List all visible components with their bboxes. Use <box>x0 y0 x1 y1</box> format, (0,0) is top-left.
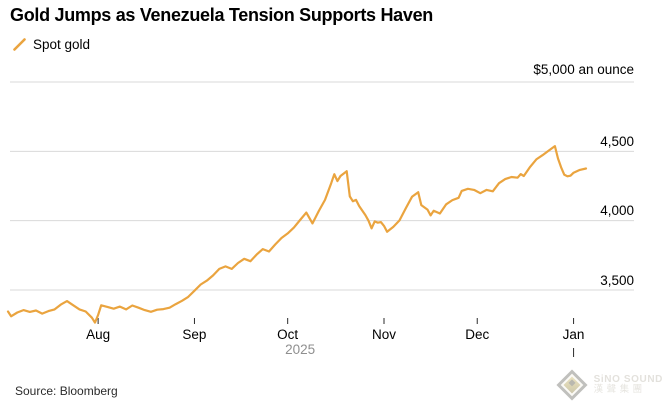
y-axis-unit-label: $5,000 an ounce <box>533 62 634 77</box>
watermark-text: SiNO SOUND 漢聲集團 <box>593 373 663 396</box>
watermark: SiNO SOUND 漢聲集團 <box>556 369 663 401</box>
watermark-name-cjk: 漢聲集團 <box>593 384 646 396</box>
x-tick-label-nov: Nov <box>371 327 397 342</box>
watermark-diamond-core <box>568 379 576 387</box>
x-tick-label-dec: Dec <box>465 327 490 342</box>
legend-series-label: Spot gold <box>33 37 91 52</box>
y-tick-label-4000: 4,000 <box>600 203 634 219</box>
chart-title: Gold Jumps as Venezuela Tension Supports… <box>10 5 433 25</box>
legend-slash-icon <box>13 38 26 51</box>
y-tick-label-4500: 4,500 <box>600 133 634 149</box>
legend: Spot gold <box>13 37 90 52</box>
source-note: Source: Bloomberg <box>15 384 118 398</box>
x-axis-year-label: 2025 <box>285 342 316 357</box>
x-tick-label-oct: Oct <box>277 327 299 342</box>
watermark-diamond-logo-icon <box>556 369 588 401</box>
series-line-spot-gold <box>6 145 588 324</box>
x-tick-label-aug: Aug <box>86 327 111 342</box>
watermark-name: SiNO SOUND <box>593 373 663 385</box>
x-tick-label-sep: Sep <box>182 327 207 342</box>
y-tick-label-3500: 3,500 <box>600 272 634 288</box>
x-tick-label-jan: Jan <box>562 327 585 342</box>
